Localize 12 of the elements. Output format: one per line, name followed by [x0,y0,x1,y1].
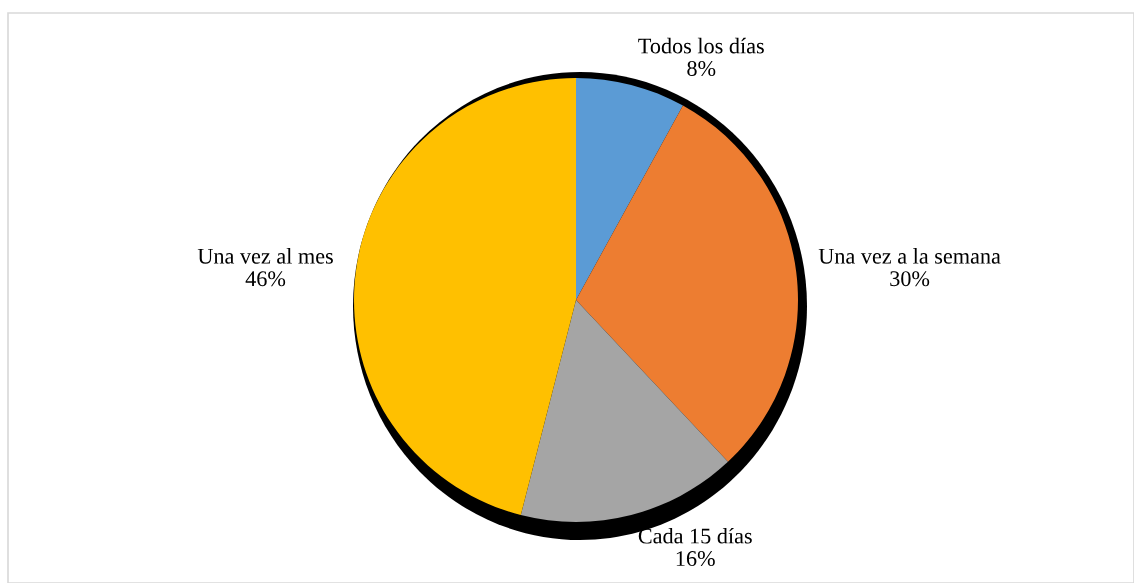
slice-label: Todos los días [638,37,764,54]
pie-slice [576,105,798,462]
data-label: 8% [687,60,716,77]
data-label: 30% [890,271,930,287]
pie-slice [576,78,683,300]
slice-label: Cada 15 días [638,527,752,544]
slice-label: Una vez al mes [197,248,333,264]
pie-slice [520,300,728,522]
pie-slice [354,78,576,516]
data-label: 16% [676,551,715,567]
data-label: 46% [245,271,286,287]
slice-label: Una vez a la semana [818,248,1001,264]
